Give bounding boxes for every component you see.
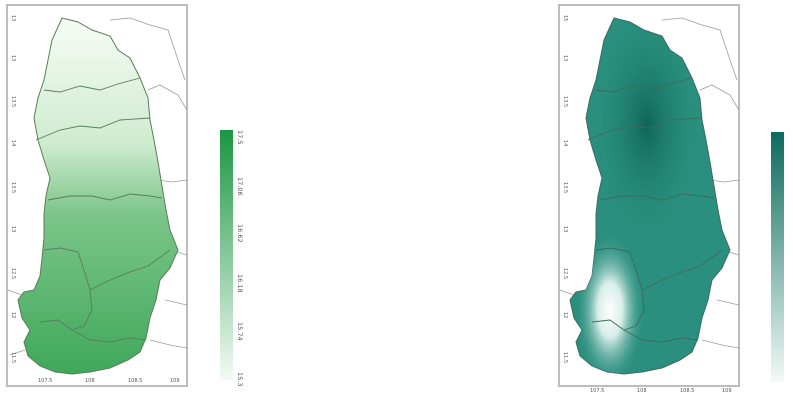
left-colorbar-tick: 16.62 <box>236 224 244 243</box>
left-colorbar-tick: 16.18 <box>236 274 244 293</box>
left-y-ticks: 13 13 13.5 14 13.5 13 12.5 12 11.5 <box>10 15 16 363</box>
right-y-tick: 13.5 <box>562 182 568 193</box>
right-x-ticks: 107.5 108 108.5 109 <box>590 388 732 394</box>
left-map: 107.5 108 108.5 109 13 13 13.5 14 13.5 1… <box>6 4 188 387</box>
right-y-tick: 13 <box>562 226 568 232</box>
left-colorbar-tick: 17.06 <box>236 177 244 196</box>
left-colorbar-tick: 15.3 <box>236 372 244 386</box>
left-y-tick: 12 <box>10 312 16 318</box>
right-x-tick: 108 <box>637 388 647 394</box>
left-y-tick: 13.5 <box>10 182 16 193</box>
right-map: 107.5 108 108.5 109 15 13 13.5 14 13.5 1… <box>558 4 740 394</box>
right-y-ticks: 15 13 13.5 14 13.5 13 12.5 12 11.5 <box>562 15 568 363</box>
left-admin-borders <box>35 77 171 343</box>
right-surrounding-borders <box>559 17 740 349</box>
right-y-tick: 13 <box>562 55 568 61</box>
left-colorbar-ticks: 17.5 17.06 16.62 16.18 15.74 15.3 <box>236 130 244 386</box>
right-admin-borders <box>587 77 723 343</box>
left-x-ticks: 107.5 108 108.5 109 <box>38 378 180 384</box>
right-province-group <box>569 17 731 375</box>
right-x-tick: 109 <box>722 388 732 394</box>
left-province-shape <box>17 17 179 375</box>
left-y-tick: 14 <box>10 140 16 146</box>
left-colorbar-gradient <box>220 130 233 380</box>
left-y-tick: 13 <box>10 55 16 61</box>
left-colorbar-tick: 17.5 <box>236 130 244 144</box>
left-y-tick: 13 <box>10 226 16 232</box>
left-x-tick: 107.5 <box>38 378 52 384</box>
left-surrounding-borders <box>7 17 188 356</box>
left-colorbar: 17.5 17.06 16.62 16.18 15.74 15.3 <box>220 130 244 386</box>
left-y-tick: 12.5 <box>10 268 16 279</box>
right-colorbar <box>771 132 784 382</box>
right-y-tick: 15 <box>562 15 568 21</box>
right-y-tick: 11.5 <box>562 352 568 363</box>
right-x-tick: 108.5 <box>680 388 694 394</box>
left-x-tick: 108 <box>85 378 95 384</box>
right-x-tick: 107.5 <box>590 388 604 394</box>
right-light-region <box>570 18 730 374</box>
left-x-tick: 109 <box>170 378 180 384</box>
left-x-tick: 108.5 <box>128 378 142 384</box>
right-y-tick: 13.5 <box>562 96 568 107</box>
right-y-tick: 12.5 <box>562 268 568 279</box>
right-y-tick: 14 <box>562 140 568 146</box>
left-y-tick: 13.5 <box>10 96 16 107</box>
left-colorbar-tick: 15.74 <box>236 322 244 341</box>
right-y-tick: 12 <box>562 312 568 318</box>
left-y-tick: 11.5 <box>10 352 16 363</box>
right-colorbar-gradient <box>771 132 784 382</box>
left-y-tick: 13 <box>10 15 16 21</box>
